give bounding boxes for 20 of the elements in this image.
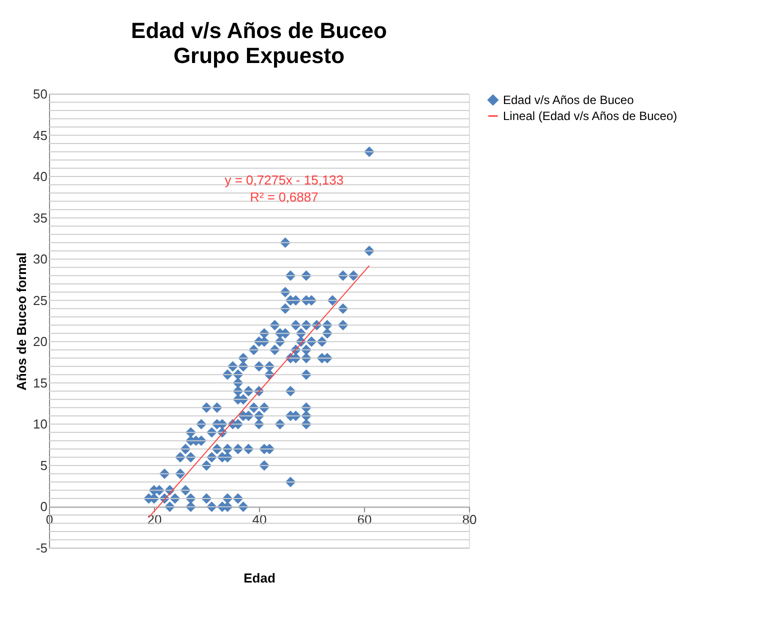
annotation: R² = 0,6887 <box>250 189 318 204</box>
y-tick-label: 15 <box>33 375 48 390</box>
y-tick-label: 35 <box>33 210 48 226</box>
y-tick-label: -5 <box>36 540 48 556</box>
y-tick-label: 10 <box>33 416 48 432</box>
y-tick-label: 45 <box>33 128 48 143</box>
chart-subtitle: Grupo Expuesto <box>173 43 345 68</box>
y-tick-label: 30 <box>33 252 48 267</box>
x-axis-title: Edad <box>244 570 276 586</box>
annotation: y = 0,7275x - 15,133 <box>224 172 344 188</box>
y-tick-label: 50 <box>33 86 48 102</box>
chart-title: Edad v/s Años de Buceo <box>131 18 387 43</box>
y-tick-label: 20 <box>33 334 48 350</box>
y-axis-title: Años de Buceo formal <box>14 252 30 390</box>
y-tick-label: 25 <box>33 292 48 308</box>
legend-label: Edad v/s Años de Buceo <box>503 93 634 107</box>
y-tick-label: 0 <box>40 499 48 514</box>
y-tick-label: 5 <box>40 458 48 473</box>
legend-label: Lineal (Edad v/s Años de Buceo) <box>503 109 678 123</box>
y-tick-label: 40 <box>33 169 48 184</box>
